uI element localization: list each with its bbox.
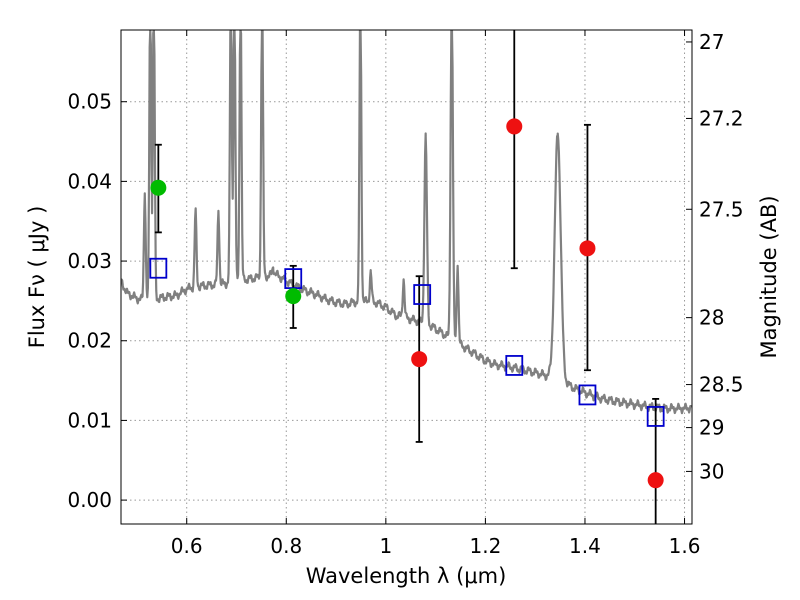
- model-square: [413, 284, 432, 305]
- y-tick-label: 0.05: [67, 90, 112, 114]
- mag-tick-label: 28: [699, 306, 724, 330]
- marginal-point: [506, 118, 523, 135]
- x-tick-label: 1.2: [469, 534, 501, 558]
- model-square: [578, 384, 597, 406]
- y-tick-label: 0.04: [67, 169, 112, 193]
- model-square: [505, 355, 524, 376]
- y2-axis-title: Magnitude (AB): [757, 195, 781, 358]
- mag-tick-label: 27.5: [699, 197, 744, 221]
- y-tick-label: 0.01: [67, 408, 112, 432]
- x-tick-label: 0.6: [171, 534, 203, 558]
- mag-tick-label: 30: [699, 459, 724, 483]
- model-square: [284, 268, 303, 289]
- marginal-point: [579, 240, 596, 257]
- x-tick-label: 1.6: [669, 534, 701, 558]
- model-square: [646, 406, 665, 427]
- marginal-point: [647, 472, 664, 489]
- y-tick-label: 0.02: [67, 329, 112, 353]
- model-square: [149, 257, 168, 279]
- x-tick-label: 1.4: [569, 534, 601, 558]
- detection-point: [150, 179, 167, 196]
- detection-point: [285, 288, 302, 305]
- x-tick-label: 1: [379, 534, 392, 558]
- marginal-point: [411, 351, 428, 368]
- tick-layer: 0.6 0.8 1 1.2 1.4 1.6 0.00 0.01 0.02 0.03 0.04 0.05…: [67, 30, 743, 558]
- y-tick-label: 0.00: [67, 488, 112, 512]
- x-tick-label: 0.8: [270, 534, 302, 558]
- mag-tick-label: 27: [699, 30, 724, 54]
- marker-layer: [149, 118, 665, 489]
- y-axis-title: Flux Fν ( μJy ): [25, 206, 49, 349]
- plot-frame: [120, 29, 693, 525]
- plot-background: [121, 30, 692, 524]
- y-tick-label: 0.03: [67, 249, 112, 273]
- mag-tick-label: 29: [699, 416, 724, 440]
- x-axis-title: Wavelength λ (μm): [306, 564, 507, 588]
- mag-tick-label: 27.2: [699, 106, 744, 130]
- mag-tick-label: 28.5: [699, 373, 744, 397]
